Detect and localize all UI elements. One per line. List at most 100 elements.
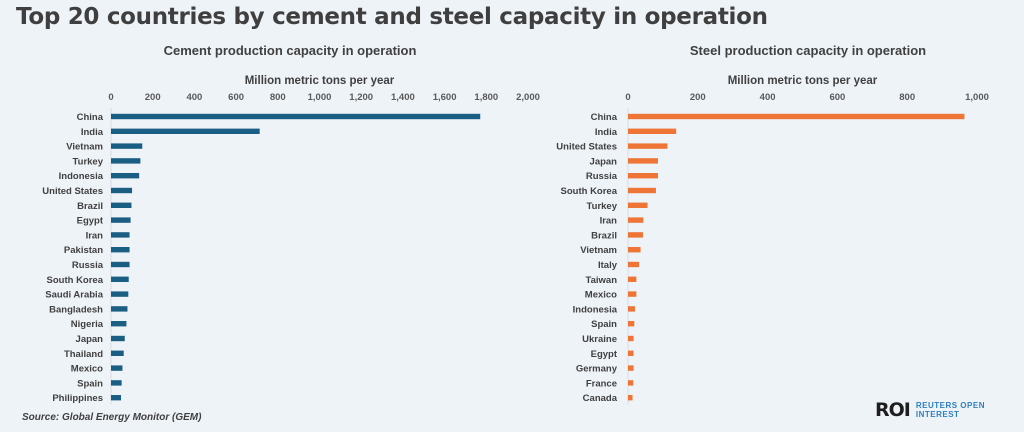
logo-mark: ROI [875, 399, 911, 421]
roi-logo: ROI REUTERS OPEN INTEREST [875, 399, 985, 421]
cement-bar-iran [111, 232, 130, 238]
cement-category-label: China [77, 112, 104, 123]
cement-tick-label: 0 [108, 92, 113, 103]
steel-bar-iran [628, 217, 644, 223]
cement-category-label: Egypt [77, 216, 104, 227]
steel-category-label: Japan [590, 156, 618, 167]
cement-bar-russia [111, 261, 130, 268]
steel-bar-egypt [628, 350, 634, 356]
cement-chart-title: Cement production capacity in operation [164, 43, 417, 58]
cement-bar-mexico [111, 365, 123, 371]
cement-category-label: Iran [86, 230, 104, 241]
steel-tick-label: 1,000 [965, 92, 989, 103]
steel-category-label: Vietnam [580, 245, 617, 256]
steel-category-label: Taiwan [586, 275, 618, 286]
steel-tick-label: 600 [829, 92, 845, 103]
steel-category-label: Turkey [587, 201, 618, 212]
cement-tick-label: 1,800 [474, 92, 498, 103]
steel-category-label: France [586, 378, 617, 389]
steel-bar-germany [628, 365, 634, 371]
steel-bar-canada [628, 395, 633, 401]
steel-bar-italy [628, 261, 640, 268]
cement-tick-label: 2,000 [516, 92, 540, 103]
cement-category-label: Bangladesh [49, 304, 103, 315]
steel-bar-south-korea [628, 187, 656, 194]
steel-category-label: Ukraine [582, 334, 617, 345]
cement-bar-saudi-arabia [111, 291, 129, 297]
steel-bar-mexico [628, 291, 637, 297]
steel-axis-label: Million metric tons per year [728, 75, 878, 87]
steel-bar-china [628, 113, 965, 120]
steel-category-label: Germany [576, 364, 618, 375]
steel-tick-label: 400 [760, 92, 776, 103]
steel-bar-ukraine [628, 335, 634, 342]
steel-bar-united-states [628, 143, 668, 149]
steel-category-label: Italy [598, 260, 618, 271]
cement-bar-japan [111, 335, 125, 342]
steel-bar-brazil [628, 232, 644, 238]
steel-tick-label: 0 [625, 92, 630, 103]
cement-bar-bangladesh [111, 306, 128, 312]
steel-bar-france [628, 380, 634, 386]
cement-tick-label: 1,600 [433, 92, 457, 103]
cement-category-label: Pakistan [64, 245, 103, 256]
steel-category-label: Canada [583, 393, 618, 404]
cement-tick-label: 400 [186, 92, 202, 103]
cement-tick-label: 600 [228, 92, 244, 103]
steel-category-label: Mexico [585, 290, 617, 301]
cement-bar-spain [111, 380, 122, 386]
steel-bar-vietnam [628, 247, 641, 253]
cement-category-label: Russia [72, 260, 104, 271]
cement-axis-label: Million metric tons per year [245, 75, 395, 87]
cement-bar-south-korea [111, 276, 129, 282]
cement-bar-vietnam [111, 143, 143, 149]
steel-bar-turkey [628, 202, 648, 208]
cement-category-label: India [81, 127, 104, 138]
cement-category-label: Spain [77, 378, 103, 389]
cement-category-label: South Korea [47, 275, 104, 286]
cement-category-label: Saudi Arabia [45, 290, 103, 301]
cement-category-label: Mexico [71, 364, 103, 375]
cement-bar-egypt [111, 217, 131, 223]
cement-category-label: Thailand [64, 349, 103, 360]
steel-tick-label: 200 [690, 92, 706, 103]
steel-category-label: China [591, 112, 618, 123]
logo-line2: INTEREST [915, 410, 960, 419]
cement-bar-india [111, 128, 260, 134]
logo-line1: REUTERS OPEN [915, 401, 985, 410]
steel-chart-title: Steel production capacity in operation [690, 43, 926, 58]
cement-tick-label: 1,400 [391, 92, 415, 103]
cement-bar-brazil [111, 202, 132, 208]
page-title: Top 20 countries by cement and steel cap… [16, 4, 768, 30]
steel-bar-indonesia [628, 306, 635, 312]
cement-category-label: Vietnam [66, 142, 103, 153]
cement-bar-thailand [111, 350, 124, 356]
cement-category-label: Nigeria [71, 319, 104, 330]
cement-tick-label: 200 [145, 92, 161, 103]
steel-bar-india [628, 128, 677, 134]
cement-bar-indonesia [111, 173, 140, 179]
steel-bar-russia [628, 173, 659, 179]
steel-category-label: India [595, 127, 618, 138]
steel-bar-japan [628, 158, 659, 164]
cement-category-label: Japan [76, 334, 104, 345]
steel-tick-label: 800 [899, 92, 915, 103]
cement-bar-united-states [111, 187, 133, 194]
steel-bar-spain [628, 321, 635, 327]
steel-category-label: Brazil [591, 230, 617, 241]
cement-bar-nigeria [111, 321, 127, 327]
steel-category-label: Russia [586, 171, 618, 182]
cement-tick-label: 1,000 [308, 92, 332, 103]
cement-category-label: Philippines [52, 393, 103, 404]
cement-bar-turkey [111, 158, 141, 164]
cement-category-label: Indonesia [59, 171, 104, 182]
cement-bar-china [111, 113, 481, 120]
cement-bar-pakistan [111, 247, 130, 253]
steel-category-label: South Korea [561, 186, 618, 197]
cement-bar-philippines [111, 395, 122, 401]
steel-category-label: Indonesia [573, 304, 618, 315]
steel-category-label: Spain [591, 319, 617, 330]
cement-category-label: Turkey [73, 156, 104, 167]
